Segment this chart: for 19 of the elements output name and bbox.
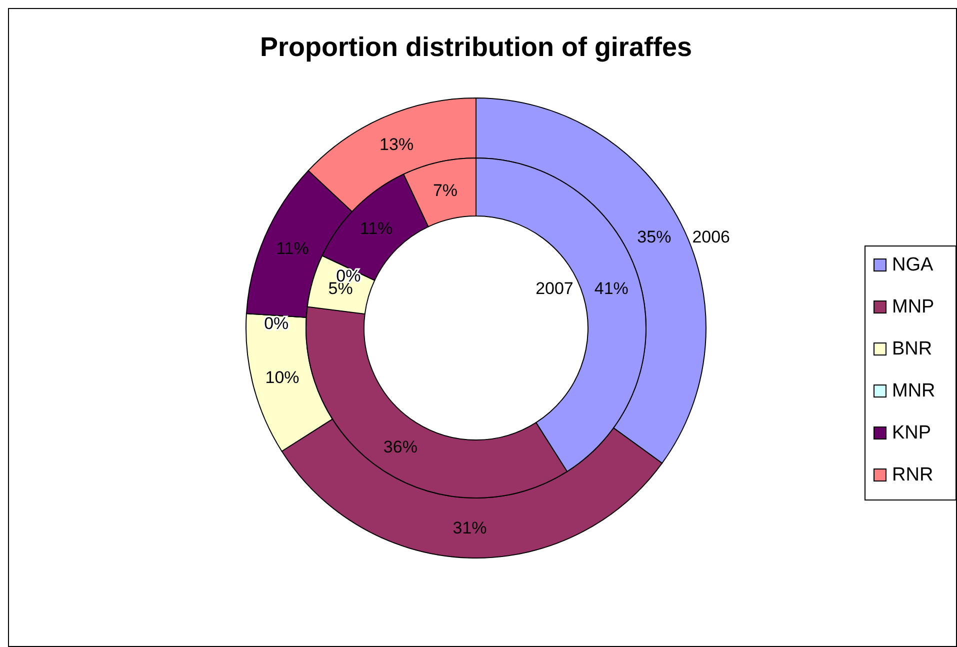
legend-label: RNR [892,464,934,486]
data-label: 7% [432,180,458,200]
legend-label: BNR [892,338,932,360]
slice-label: 2007 [536,279,574,298]
data-label: 41% [594,279,628,298]
chart-title: Proportion distribution of giraffes [260,32,692,62]
data-label: 36% [383,438,418,457]
data-label: 13% [380,134,414,154]
data-label: 11% [276,239,309,258]
legend-label: MNP [892,296,934,318]
data-label: 31% [452,518,487,538]
data-label: 11% [360,218,393,238]
text: 0% [264,314,289,333]
slice-label: 2006 [692,228,730,247]
legend-label: KNP [892,422,932,444]
legend-label: NGA [892,254,934,276]
data-label: 35% [637,228,672,247]
data-label: 10% [265,368,300,388]
legend-label: MNR [892,380,936,402]
